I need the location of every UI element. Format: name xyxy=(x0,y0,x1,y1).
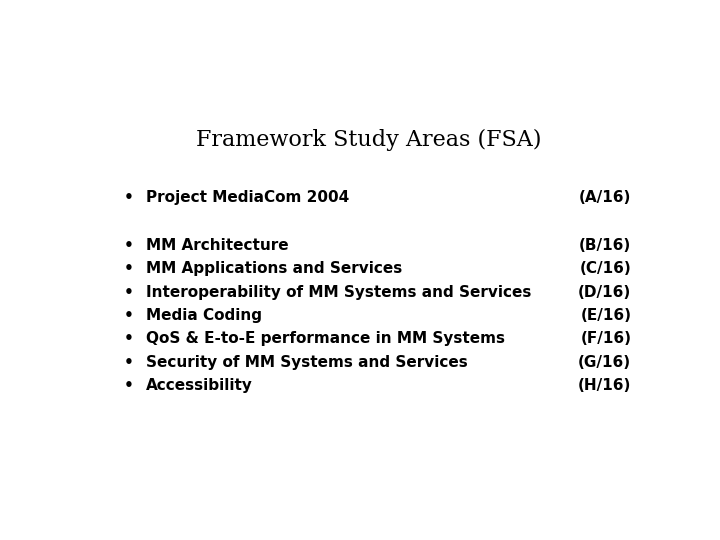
Text: •: • xyxy=(124,308,133,323)
Text: (G/16): (G/16) xyxy=(578,355,631,369)
Text: •: • xyxy=(124,355,133,369)
Text: (B/16): (B/16) xyxy=(579,238,631,253)
Text: •: • xyxy=(124,332,133,346)
Text: (C/16): (C/16) xyxy=(580,261,631,276)
Text: Framework Study Areas (FSA): Framework Study Areas (FSA) xyxy=(197,129,541,151)
Text: (F/16): (F/16) xyxy=(580,332,631,346)
Text: (E/16): (E/16) xyxy=(580,308,631,323)
Text: Accessibility: Accessibility xyxy=(145,378,253,393)
Text: •: • xyxy=(124,378,133,393)
Text: •: • xyxy=(124,261,133,276)
Text: Project MediaCom 2004: Project MediaCom 2004 xyxy=(145,191,349,205)
Text: (H/16): (H/16) xyxy=(578,378,631,393)
Text: Security of MM Systems and Services: Security of MM Systems and Services xyxy=(145,355,467,369)
Text: •: • xyxy=(124,238,133,253)
Text: MM Applications and Services: MM Applications and Services xyxy=(145,261,402,276)
Text: Interoperability of MM Systems and Services: Interoperability of MM Systems and Servi… xyxy=(145,285,531,300)
Text: •: • xyxy=(124,285,133,300)
Text: •: • xyxy=(124,191,133,205)
Text: Media Coding: Media Coding xyxy=(145,308,262,323)
Text: MM Architecture: MM Architecture xyxy=(145,238,289,253)
Text: (D/16): (D/16) xyxy=(578,285,631,300)
Text: (A/16): (A/16) xyxy=(579,191,631,205)
Text: QoS & E-to-E performance in MM Systems: QoS & E-to-E performance in MM Systems xyxy=(145,332,505,346)
